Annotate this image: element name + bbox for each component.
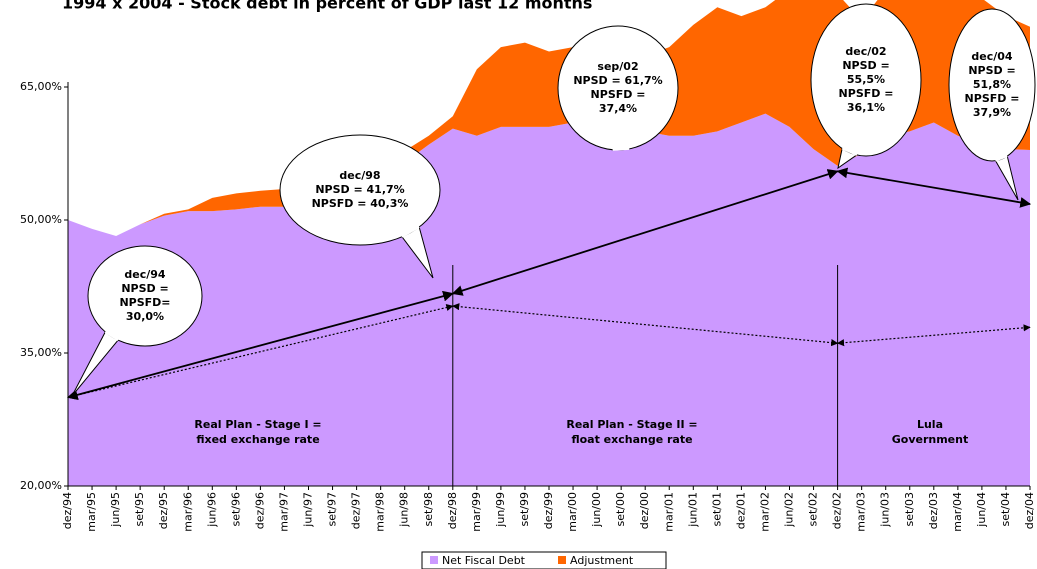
callout-text: 51,8% [973, 78, 1011, 91]
callout-text: NPSFD = [965, 92, 1020, 105]
callout-seam [401, 226, 420, 238]
x-tick-label: set/02 [807, 492, 820, 527]
callout-text: dec/02 [845, 45, 886, 58]
trend-arrow [67, 304, 454, 400]
callout-seam [612, 147, 630, 151]
legend-swatch [558, 556, 566, 564]
legend-box [421, 551, 667, 569]
callout-text: dec/04 [971, 50, 1013, 63]
x-tick-label: jun/99 [494, 492, 507, 528]
callout-text: NPSFD = [591, 88, 646, 101]
x-tick-label: dez/03 [927, 492, 940, 529]
x-tick-label: jun/97 [302, 492, 315, 528]
x-tick-label: dez/99 [542, 492, 555, 529]
x-tick-label: dez/96 [253, 492, 266, 529]
x-tick-label: mar/03 [855, 492, 868, 532]
callout-seam [104, 331, 119, 341]
callout-seam [995, 155, 1008, 162]
callout-text: NPSD = [121, 282, 168, 295]
x-tick-label: jun/04 [975, 492, 988, 528]
callout-seam [841, 147, 858, 156]
callout-text: NPSD = [842, 59, 889, 72]
x-tick-label: dez/98 [446, 492, 459, 529]
stage-label: float exchange rate [571, 433, 692, 446]
callout-text: dec/94 [124, 268, 166, 281]
x-tick-label: set/99 [518, 492, 531, 527]
callout-text: NPSFD= [119, 296, 170, 309]
x-tick-label: set/96 [229, 492, 242, 527]
stage-label: Government [892, 433, 968, 446]
y-tick-label: 50,00% [20, 213, 62, 226]
callout-text: NPSD = 61,7% [573, 74, 662, 87]
stage-label: fixed exchange rate [196, 433, 319, 446]
x-tick-label: set/00 [614, 492, 627, 527]
y-tick-label: 20,00% [20, 479, 62, 492]
x-tick-label: jun/02 [783, 492, 796, 528]
y-tick-label: 35,00% [20, 346, 62, 359]
x-tick-label: jun/01 [686, 492, 699, 528]
x-tick-label: mar/97 [277, 492, 290, 532]
callout-text: sep/02 [597, 60, 638, 73]
x-tick-label: jun/96 [205, 492, 218, 528]
x-tick-label: set/04 [999, 492, 1012, 527]
trend-arrow [836, 167, 1032, 208]
x-tick-label: jun/95 [109, 492, 122, 528]
callout-bubble [87, 245, 203, 347]
x-tick-label: dez/04 [1023, 492, 1036, 529]
chart-title: 1994 x 2004 - Stock debt in percent of G… [62, 0, 592, 13]
area [68, 0, 1030, 236]
trend-arrow [836, 324, 1031, 347]
x-tick-label: set/01 [710, 492, 723, 527]
stage-label: Lula [917, 418, 943, 431]
x-tick-label: mar/98 [374, 492, 387, 532]
x-tick-label: mar/04 [951, 492, 964, 532]
callout-text: NPSD = 41,7% [315, 183, 404, 196]
x-tick-label: dez/97 [350, 492, 363, 529]
x-tick-label: dez/95 [157, 492, 170, 529]
legend-label: Adjustment [570, 554, 634, 567]
x-tick-label: jun/00 [590, 492, 603, 528]
x-tick-label: mar/01 [662, 492, 675, 532]
callout-bubble [810, 3, 922, 157]
callout-text: 30,0% [126, 310, 164, 323]
x-tick-label: dez/94 [61, 492, 74, 529]
x-tick-label: mar/95 [85, 492, 98, 532]
x-tick-label: mar/00 [566, 492, 579, 532]
legend-label: Net Fiscal Debt [442, 554, 526, 567]
callout-bubble [948, 8, 1036, 162]
x-tick-label: set/97 [326, 492, 339, 527]
x-tick-label: set/95 [133, 492, 146, 527]
x-tick-label: dez/02 [831, 492, 844, 529]
callout-text: dec/98 [339, 169, 380, 182]
callout-text: 37,9% [973, 106, 1011, 119]
y-tick-label: 65,00% [20, 80, 62, 93]
trend-arrow [452, 303, 839, 347]
callout-text: NPSFD = [839, 87, 894, 100]
trend-arrow [451, 169, 839, 296]
callout-text: 36,1% [847, 101, 885, 114]
callout-text: NPSD = [968, 64, 1015, 77]
x-tick-label: mar/99 [470, 492, 483, 532]
x-tick-label: jun/03 [879, 492, 892, 528]
legend-swatch [430, 556, 438, 564]
x-tick-label: dez/01 [734, 492, 747, 529]
x-tick-label: mar/02 [758, 492, 771, 532]
x-tick-label: set/03 [903, 492, 916, 527]
x-tick-label: set/98 [422, 492, 435, 527]
callout-bubble [279, 134, 441, 246]
x-tick-label: jun/98 [398, 492, 411, 528]
callout-text: 37,4% [599, 102, 637, 115]
x-tick-label: dez/00 [638, 492, 651, 529]
callout-text: NPSFD = 40,3% [312, 197, 409, 210]
stage-label: Real Plan - Stage I = [194, 418, 321, 431]
x-tick-label: mar/96 [181, 492, 194, 532]
callout-text: 55,5% [847, 73, 885, 86]
stage-label: Real Plan - Stage II = [566, 418, 697, 431]
